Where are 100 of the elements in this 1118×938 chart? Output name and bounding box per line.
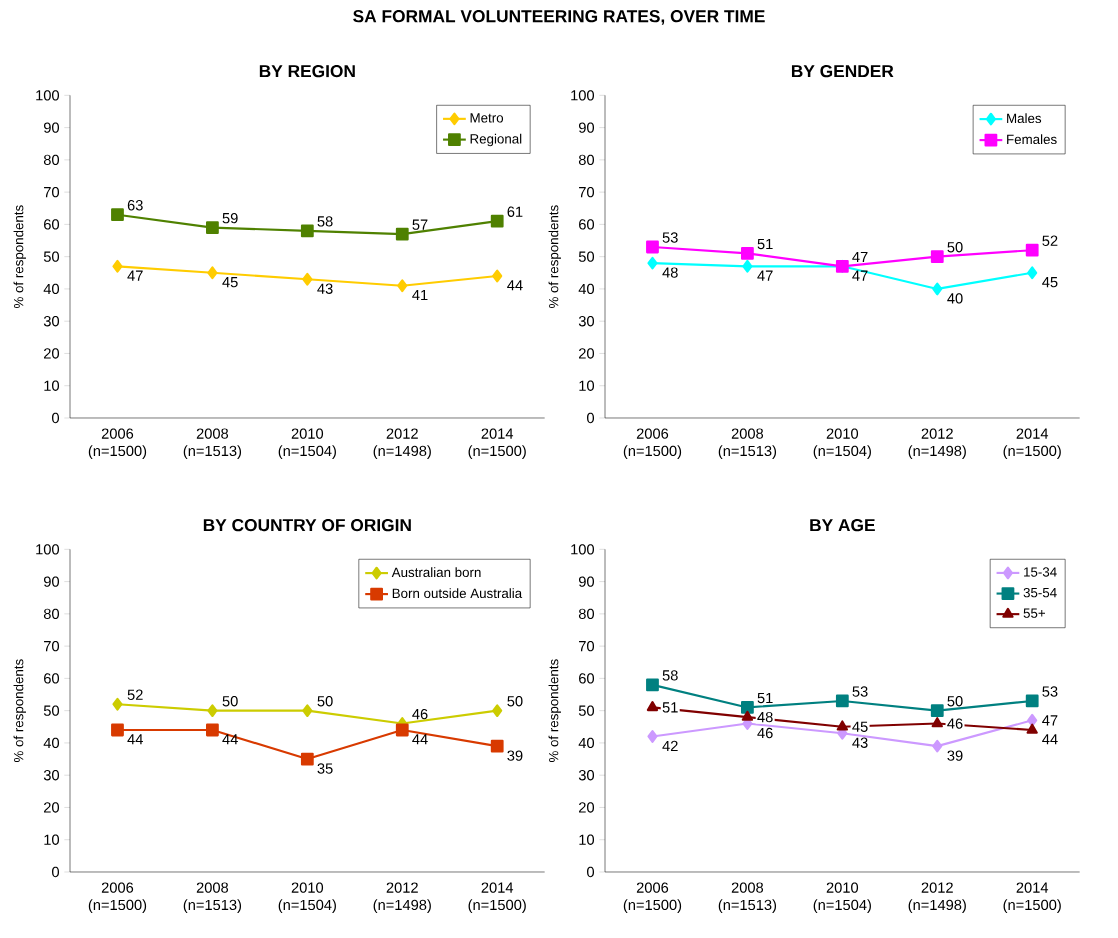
point [741, 710, 754, 721]
y-tick-label: 100 [571, 90, 595, 101]
y-tick-label: 40 [578, 283, 595, 295]
y-tick-label: 10 [44, 380, 60, 391]
data-label: 47 [757, 270, 773, 281]
y-tick-label: 20 [579, 348, 595, 359]
y-tick-label: 30 [578, 770, 595, 781]
x-tick-label: 2010 (n=1504) [278, 428, 336, 459]
y-tick-label: 100 [36, 90, 60, 101]
data-label: 39 [507, 750, 523, 761]
x-tick-label: 2012 (n=1498) [373, 882, 431, 913]
x-tick-label: 2008 (n=1513) [183, 428, 242, 459]
point [302, 272, 313, 286]
point [111, 723, 124, 737]
y-tick-label: 20 [44, 348, 60, 359]
data-label: 50 [222, 696, 238, 707]
y-tick-label: 10 [579, 380, 595, 391]
y-tick-label: 100 [36, 544, 60, 555]
point [490, 214, 504, 228]
data-label: 51 [662, 702, 678, 713]
point [112, 697, 123, 711]
data-label: 46 [757, 727, 773, 739]
y-tick-label: 50 [43, 251, 60, 262]
point [931, 717, 943, 728]
legend-label: Regional [470, 133, 522, 147]
chart-title: BY COUNTRY OF ORIGIN [203, 519, 411, 532]
x-tick-label: 2008 (n=1513) [718, 882, 777, 913]
point [741, 247, 754, 260]
point [395, 723, 409, 737]
x-tick-label: 2012 (n=1498) [908, 428, 966, 459]
point [300, 224, 314, 238]
legend-label: Males [1007, 113, 1042, 124]
data-label: 52 [1042, 235, 1058, 246]
legend-label: Born outside Australia [392, 588, 523, 599]
data-label: 47 [1042, 715, 1058, 726]
data-label: 41 [412, 289, 428, 301]
y-tick-label: 30 [43, 770, 60, 781]
x-tick-label: 2014 (n=1500) [1003, 428, 1061, 459]
point [395, 227, 409, 241]
y-tick-label: 40 [43, 283, 60, 295]
legend-label: 55+ [1023, 608, 1046, 618]
y-tick-label: 70 [579, 186, 595, 198]
point [647, 256, 658, 270]
data-label: 44 [412, 734, 428, 745]
y-tick-label: 60 [579, 673, 595, 684]
data-label: 58 [662, 670, 678, 681]
y-axis-title: % of respondents [548, 205, 561, 309]
y-tick-label: 70 [44, 640, 60, 652]
legend-label: Females [1007, 134, 1057, 145]
point [302, 704, 313, 718]
x-tick-label: 2014 (n=1500) [468, 882, 526, 913]
y-tick-label: 70 [44, 186, 60, 198]
legend-label: Australian born [391, 567, 481, 578]
legend-label: 15-34 [1024, 567, 1057, 577]
point [836, 720, 849, 731]
x-tick-label: 2006 (n=1500) [623, 428, 682, 459]
legend-label: 35-54 [1023, 587, 1057, 598]
x-tick-label: 2014 (n=1500) [468, 428, 526, 459]
data-label: 48 [757, 711, 773, 723]
x-tick-label: 2006 (n=1500) [88, 428, 147, 459]
y-tick-label: 90 [43, 576, 60, 587]
y-tick-label: 80 [578, 154, 595, 166]
y-tick-label: 20 [579, 802, 595, 813]
data-label: 45 [222, 277, 238, 288]
y-axis-title: % of respondents [548, 659, 561, 763]
data-label: 43 [852, 737, 868, 748]
y-axis-title: % of respondents [13, 205, 26, 309]
y-tick-label: 0 [52, 866, 60, 878]
data-label: 57 [412, 219, 428, 230]
y-tick-label: 80 [578, 608, 595, 620]
point [207, 266, 218, 280]
data-label: 59 [222, 212, 238, 224]
point [492, 269, 503, 283]
y-tick-label: 90 [43, 122, 60, 133]
data-label: 35 [317, 763, 333, 774]
y-tick-label: 0 [52, 412, 60, 424]
text: SA FORMAL VOLUNTEERING RATES, OVER TIME [353, 10, 765, 25]
point [1025, 694, 1039, 708]
point [930, 704, 944, 718]
x-tick-label: 2006 (n=1500) [623, 882, 682, 913]
point [646, 240, 659, 254]
y-tick-label: 80 [43, 608, 60, 620]
x-tick-label: 2008 (n=1513) [718, 428, 777, 459]
data-label: 50 [507, 696, 523, 707]
chart-title: BY REGION [259, 65, 355, 78]
data-label: 53 [662, 232, 678, 243]
data-label: 53 [1042, 686, 1058, 697]
point [490, 739, 504, 753]
data-label: 45 [852, 721, 868, 732]
y-tick-label: 100 [571, 544, 595, 555]
point [741, 701, 754, 714]
point [646, 701, 659, 712]
y-tick-label: 10 [44, 834, 60, 845]
data-label: 44 [127, 734, 143, 745]
data-label: 45 [1042, 277, 1058, 288]
y-tick-label: 50 [578, 705, 595, 716]
y-tick-label: 60 [579, 219, 595, 230]
y-tick-label: 0 [587, 866, 595, 878]
y-tick-label: 30 [43, 316, 60, 327]
data-label: 47 [852, 251, 868, 263]
